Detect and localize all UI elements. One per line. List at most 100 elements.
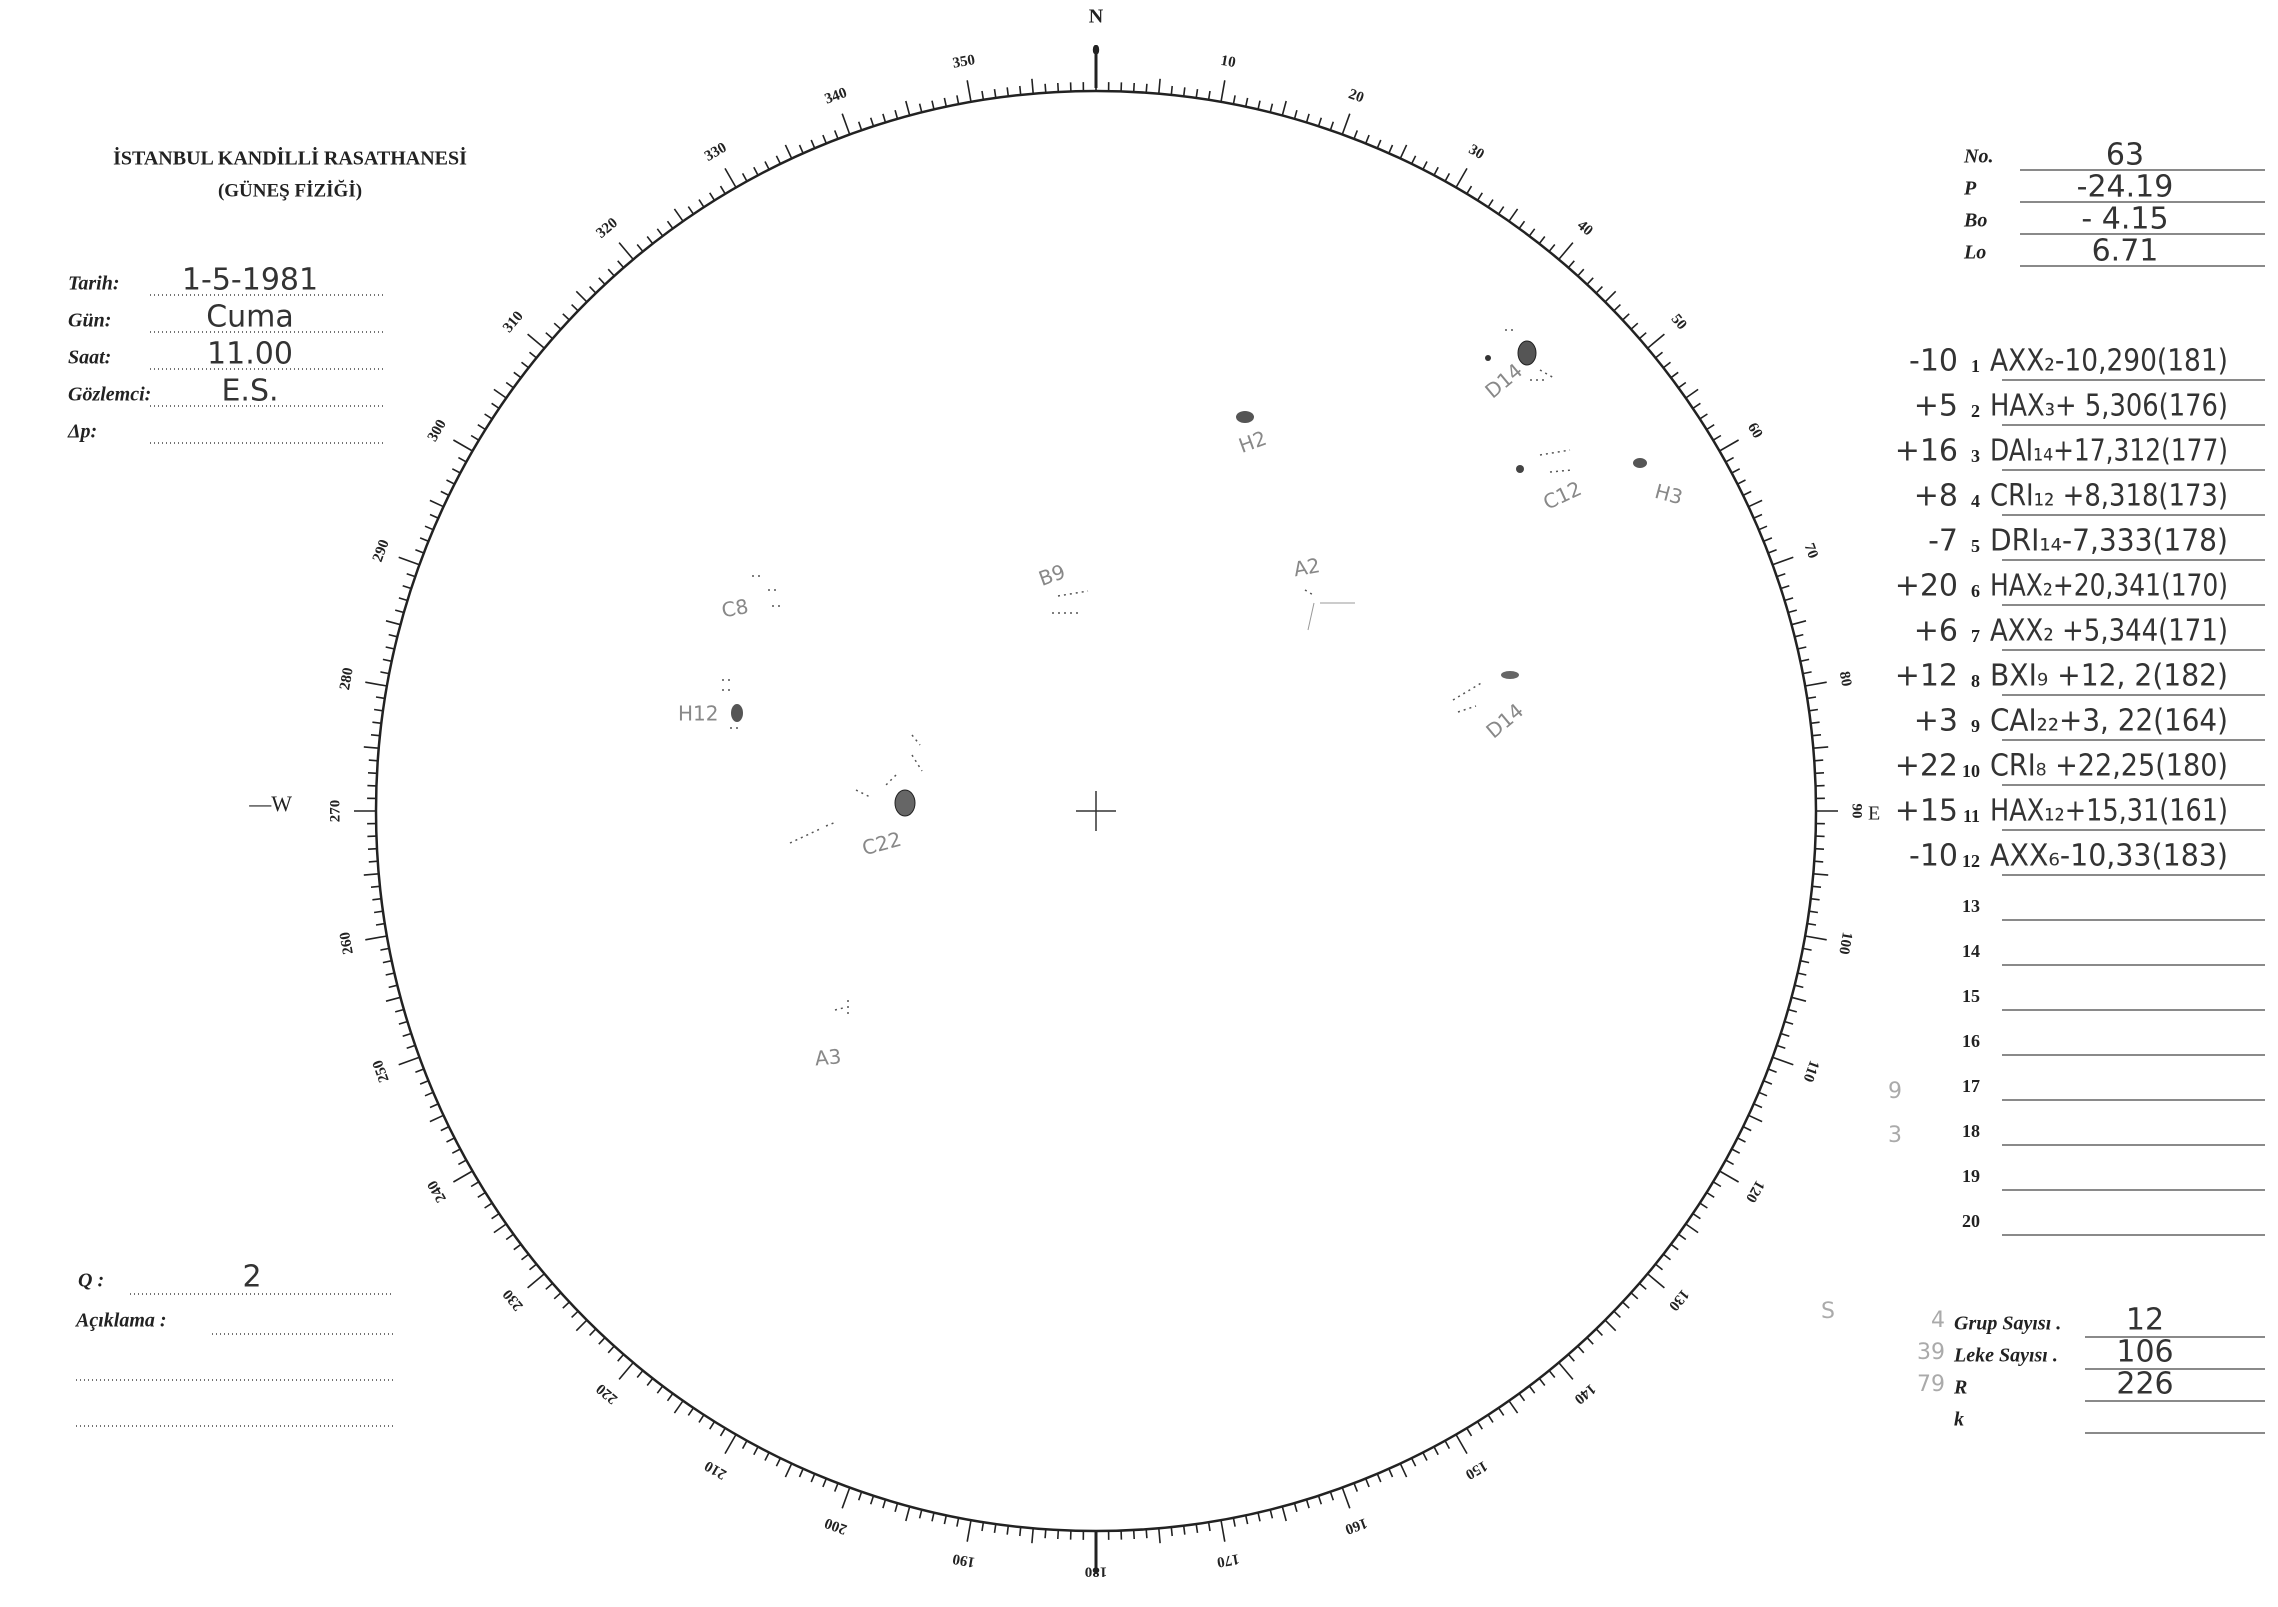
row-number: 10 xyxy=(1962,761,1980,781)
parameter-label: No. xyxy=(1963,146,1993,168)
parameter-label: P xyxy=(1963,178,1977,200)
summary-label: Leke Sayısı . xyxy=(1953,1345,2058,1367)
degree-label: 190 xyxy=(951,1550,976,1570)
center-cross xyxy=(1076,791,1116,831)
spot-dots xyxy=(789,734,923,844)
spot-label: A3 xyxy=(814,1044,842,1070)
summary-note: 79 xyxy=(1917,1372,1945,1397)
spot-dots xyxy=(1505,329,1555,381)
degree-label: 170 xyxy=(1216,1550,1241,1570)
row-note: +3 xyxy=(1914,704,1958,739)
row-number: 5 xyxy=(1971,536,1980,556)
north-label: N xyxy=(1089,6,1104,28)
spot xyxy=(1501,671,1519,679)
parameter-value: 63 xyxy=(2106,138,2144,173)
row-entry: BXI₉ +12, 2(182) xyxy=(1990,659,2228,694)
row-number: 16 xyxy=(1962,1031,1980,1051)
row-entry: AXX₂ +5,344(171) xyxy=(1990,614,2228,649)
degree-label: 340 xyxy=(823,85,850,108)
degree-label: 30 xyxy=(1466,142,1487,163)
degree-label: 90 xyxy=(1849,804,1865,819)
dial-ticks xyxy=(354,69,1838,1553)
row-note: -7 xyxy=(1928,524,1958,559)
row-note: -10 xyxy=(1909,839,1958,874)
field-value: Cuma xyxy=(206,300,294,335)
east-label: E xyxy=(1868,803,1880,825)
row-number: 8 xyxy=(1971,671,1980,691)
margin-note: S xyxy=(1821,1299,1835,1324)
summary-value: 106 xyxy=(2116,1335,2173,1370)
quality-label: Q : xyxy=(78,1270,104,1292)
summary-label: k xyxy=(1954,1409,1964,1431)
row-entry: CRI₁₂ +8,318(173) xyxy=(1990,479,2228,514)
spot-dots xyxy=(722,679,738,729)
degree-label: 60 xyxy=(1744,420,1765,441)
field-label: Tarih: xyxy=(68,273,120,295)
row-entry: DRI₁₄-7,333(178) xyxy=(1990,524,2228,559)
dynamic-content: 0102030405060708090100110120130140150160… xyxy=(67,42,2265,1580)
degree-label: 10 xyxy=(1219,53,1237,71)
row-note: +8 xyxy=(1914,479,1958,514)
row-note: +20 xyxy=(1895,569,1958,604)
field-value: 11.00 xyxy=(207,337,293,372)
row-number: 4 xyxy=(1971,491,1980,511)
row-number: 7 xyxy=(1971,626,1980,646)
degree-label: 260 xyxy=(337,931,357,956)
margin-note: 3 xyxy=(1888,1123,1902,1148)
spot xyxy=(1485,355,1491,361)
row-note: +5 xyxy=(1914,389,1958,424)
row-number: 18 xyxy=(1962,1121,1980,1141)
summary-label: R xyxy=(1953,1377,1967,1399)
degree-label: 270 xyxy=(327,800,343,823)
spot xyxy=(1236,411,1254,423)
row-entry: HAX₁₂+15,31(161) xyxy=(1990,794,2228,829)
row-entry: HAX₂+20,341(170) xyxy=(1990,569,2228,604)
row-number: 1 xyxy=(1971,356,1980,376)
remarks-label: Açıklama : xyxy=(74,1310,167,1332)
spot-label: C8 xyxy=(720,594,750,622)
summary-note: 4 xyxy=(1931,1308,1945,1333)
row-entry: DAI₁₄+17,312(177) xyxy=(1990,434,2228,469)
spot-dots xyxy=(752,575,782,607)
degree-label: 70 xyxy=(1801,541,1821,561)
parameter-label: Lo xyxy=(1963,242,1986,264)
field-label: Gözlemci: xyxy=(68,384,151,406)
row-number: 11 xyxy=(1963,806,1980,826)
row-number: 6 xyxy=(1971,581,1980,601)
row-number: 9 xyxy=(1971,716,1980,736)
row-entry: AXX₂-10,290(181) xyxy=(1990,344,2228,379)
degree-label: 350 xyxy=(951,52,976,72)
parameter-label: Bo xyxy=(1963,210,1987,232)
degree-label: 0 xyxy=(1092,42,1100,58)
spot-dots xyxy=(1052,590,1089,614)
row-number: 13 xyxy=(1962,896,1980,916)
spot xyxy=(731,704,743,722)
row-entry: HAX₃+ 5,306(176) xyxy=(1990,389,2228,424)
margin-note: 9 xyxy=(1888,1079,1902,1104)
summary-label: Grup Sayısı . xyxy=(1954,1313,2061,1335)
pencil-mark xyxy=(1307,602,1355,631)
row-number: 15 xyxy=(1962,986,1980,1006)
spot-dots xyxy=(1539,449,1573,473)
row-note: +16 xyxy=(1895,434,1958,469)
degree-label: 250 xyxy=(370,1058,393,1085)
summary-value: 12 xyxy=(2126,1303,2164,1338)
row-number: 3 xyxy=(1971,446,1980,466)
row-number: 14 xyxy=(1962,941,1980,961)
summary-note: 39 xyxy=(1917,1340,1945,1365)
degree-label: 160 xyxy=(1343,1514,1370,1537)
subtitle: (GÜNEŞ FİZİĞİ) xyxy=(218,179,362,201)
field-value: E.S. xyxy=(221,374,278,409)
field-label: Gün: xyxy=(68,310,111,332)
row-note: +6 xyxy=(1914,614,1958,649)
west-label: —W xyxy=(248,791,292,816)
degree-label: 290 xyxy=(370,538,393,565)
parameter-value: 6.71 xyxy=(2092,234,2159,269)
quality-value: 2 xyxy=(242,1260,261,1295)
field-value: 1-5-1981 xyxy=(182,263,318,298)
spot xyxy=(1516,465,1524,473)
row-entry: CRI₈ +22,25(180) xyxy=(1990,749,2228,784)
